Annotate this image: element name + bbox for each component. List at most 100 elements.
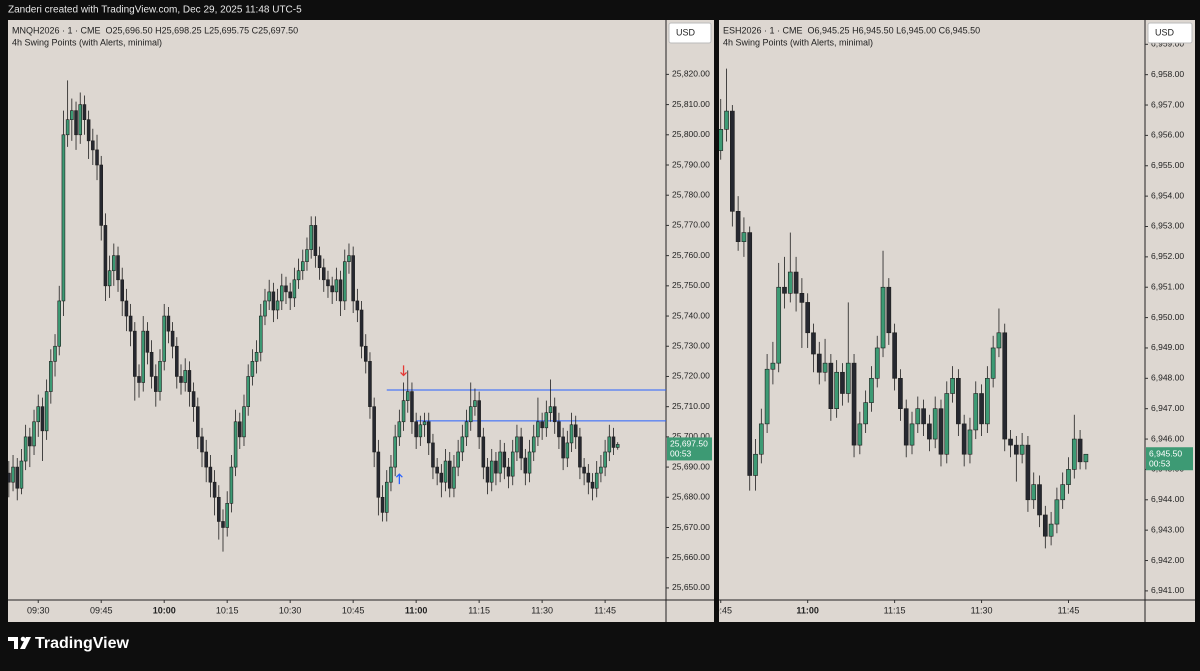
candle-body xyxy=(317,255,322,269)
candle-body xyxy=(40,406,45,432)
candle-body xyxy=(359,309,364,347)
x-tick-label: 10:30 xyxy=(279,605,302,615)
y-tick-label: 25,670.00 xyxy=(672,522,710,532)
y-tick-label: 25,680.00 xyxy=(672,492,710,502)
candle-body xyxy=(961,423,967,455)
candle-body xyxy=(531,436,536,453)
candle-body xyxy=(65,119,70,136)
candle-body xyxy=(540,421,544,429)
candle-body xyxy=(120,279,124,302)
candle-body xyxy=(116,255,120,281)
x-tick-label: 11:30 xyxy=(531,605,553,615)
candle-body xyxy=(811,332,816,355)
chart-panel: 09:30 09:45 10:00 10:15 10:30 10:45 11:00 11:15… xyxy=(8,20,714,622)
candle-body xyxy=(49,361,53,392)
candle-body xyxy=(603,451,607,468)
candle-body xyxy=(204,451,208,468)
candle-body xyxy=(590,481,595,489)
y-tick-label: 25,710.00 xyxy=(672,401,710,411)
candle-body xyxy=(869,378,874,403)
brand-logo xyxy=(8,636,31,649)
candle-body xyxy=(288,291,292,299)
candle-body xyxy=(586,472,591,483)
candle-body xyxy=(886,286,892,334)
candle-body xyxy=(527,451,532,474)
symbol: ESH2026 · 1 · CME xyxy=(723,25,803,35)
y-tick-label: 6,943.00 xyxy=(1151,524,1184,534)
candle-body xyxy=(397,421,402,438)
plot-area xyxy=(719,68,1089,549)
candle-body xyxy=(1008,438,1013,446)
candle-body xyxy=(473,400,477,407)
candle-body xyxy=(330,285,334,293)
candle-body xyxy=(57,300,61,347)
candle-body xyxy=(719,129,724,151)
candle-body xyxy=(510,451,515,477)
candle-body xyxy=(82,104,87,120)
time-axis xyxy=(719,600,1195,622)
y-tick-label: 25,760.00 xyxy=(672,250,710,260)
candle-body xyxy=(828,362,834,409)
candle-body xyxy=(805,302,811,334)
candle-body xyxy=(494,460,498,474)
candle-body xyxy=(44,391,49,432)
candle-body xyxy=(271,291,276,311)
candle-body xyxy=(154,376,158,392)
y-tick-label: 25,780.00 xyxy=(672,189,710,199)
candle-body xyxy=(615,444,620,448)
candle-body xyxy=(439,472,444,483)
candle-body xyxy=(32,421,36,447)
candle-body xyxy=(938,408,944,455)
candle-body xyxy=(741,232,747,242)
candle-body xyxy=(137,376,141,383)
y-tick-label: 25,700.00 xyxy=(672,431,710,441)
y-tick-label: 25,820.00 xyxy=(672,69,710,79)
plot-area xyxy=(8,80,666,552)
candle-body xyxy=(53,345,57,362)
candle-body xyxy=(447,460,452,489)
candle-body xyxy=(898,378,903,409)
candle-body xyxy=(485,466,490,483)
candle-body xyxy=(569,424,574,444)
candle-body xyxy=(250,361,255,377)
y-tick-label: 6,958.00 xyxy=(1151,69,1184,79)
logo-icon xyxy=(8,637,31,649)
candle-body xyxy=(770,362,776,370)
candle-body xyxy=(309,225,313,250)
candle-body xyxy=(1014,444,1019,455)
x-tick-label: 09:45 xyxy=(90,605,113,615)
swing-arrow xyxy=(395,473,403,485)
header-text: Zanderi created with TradingView.com, De… xyxy=(8,5,302,16)
candle-body xyxy=(822,362,828,373)
candle-body xyxy=(380,496,385,513)
x-tick-label: 11:00 xyxy=(796,605,819,615)
y-tick-label: 6,953.00 xyxy=(1151,221,1184,231)
candle-body xyxy=(426,421,431,444)
candle-body xyxy=(418,424,423,438)
candle-body xyxy=(242,406,246,438)
candle-body xyxy=(74,110,78,136)
candle-body xyxy=(183,370,187,383)
candle-body xyxy=(840,371,845,394)
candle-body xyxy=(1002,332,1008,440)
y-tick-label: 6,942.00 xyxy=(1151,555,1184,565)
candle-body xyxy=(536,421,540,438)
candle-body xyxy=(464,421,469,438)
candle-body xyxy=(95,149,99,166)
candle-body xyxy=(460,436,465,453)
candle-body xyxy=(292,279,297,299)
candle-body xyxy=(782,286,787,294)
currency-box xyxy=(1147,22,1193,44)
candle-body xyxy=(921,408,926,425)
indicator-name: 4h Swing Points (with Alerts, minimal) xyxy=(723,37,873,47)
candle-body xyxy=(78,104,82,136)
candle-body xyxy=(915,408,921,425)
candle-body xyxy=(431,442,435,468)
y-tick-label: 6,949.00 xyxy=(1151,342,1184,352)
candle-body xyxy=(393,436,397,468)
y-tick-label: 6,955.00 xyxy=(1151,160,1184,170)
candle-body xyxy=(405,391,410,401)
candle-body xyxy=(128,315,133,332)
candle-body xyxy=(259,315,263,353)
candle-body xyxy=(170,330,175,347)
